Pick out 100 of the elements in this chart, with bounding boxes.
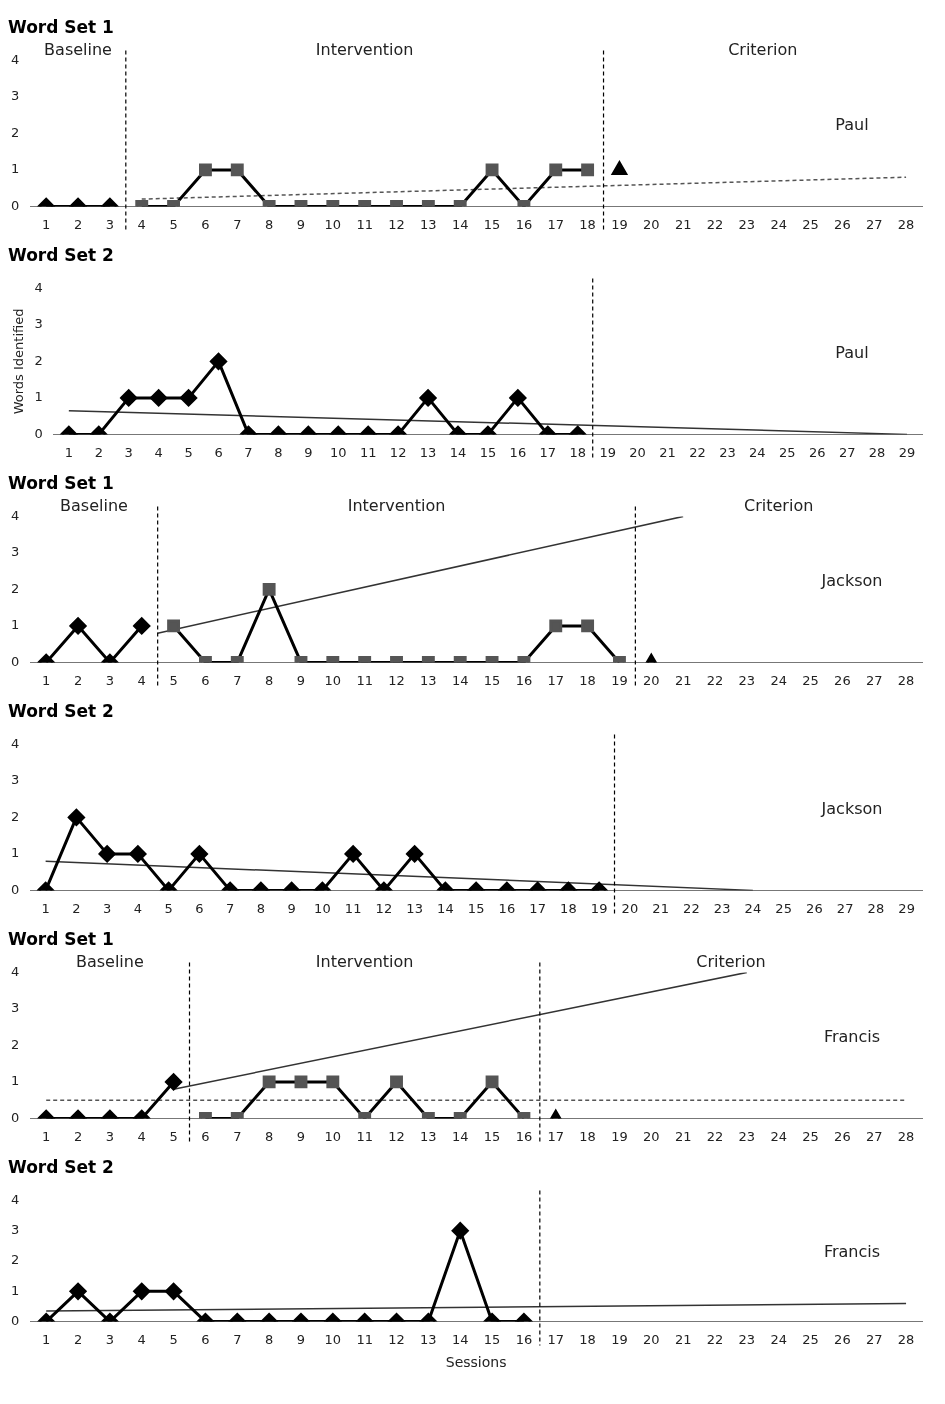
x-tick-label: 22	[706, 1128, 724, 1144]
x-tick-label: 7	[233, 216, 242, 232]
x-tick-label: 4	[133, 900, 143, 916]
y-tick-label: 2	[10, 808, 20, 824]
annotation: Francis	[823, 1026, 881, 1046]
y-tick-label: 1	[10, 1073, 20, 1089]
x-tick-label: 4	[137, 672, 146, 688]
x-tick-label: 28	[897, 1128, 915, 1144]
x-tick-label: 14	[451, 216, 469, 232]
x-tick-label: 24	[770, 1128, 787, 1144]
x-tick-label: 26	[834, 672, 851, 688]
x-tick-label: 22	[706, 216, 724, 232]
y-tick-label: 3	[10, 1222, 20, 1238]
y-tick-label: 0	[10, 197, 20, 213]
x-tick-label: 11	[356, 1128, 373, 1144]
x-tick-label: 17	[529, 900, 546, 916]
point	[165, 1282, 183, 1300]
x-tick-label: 12	[375, 900, 393, 916]
x-tick-label: 2	[73, 216, 83, 232]
x-tick-label: 20	[621, 900, 639, 916]
x-tick-label: 23	[738, 1331, 756, 1347]
x-tick-label: 18	[579, 216, 596, 232]
annotation: Francis	[823, 1242, 881, 1262]
x-tick-label: 2	[73, 1331, 83, 1347]
x-tick-label: 19	[590, 900, 608, 916]
x-tick-label: 13	[406, 900, 423, 916]
x-tick-label: 22	[683, 900, 700, 916]
x-tick-label: 28	[897, 216, 915, 232]
x-tick-label: 14	[451, 672, 469, 688]
y-tick-label: 1	[10, 845, 20, 861]
x-tick-label: 5	[169, 216, 178, 232]
x-tick-label: 13	[419, 444, 437, 460]
x-tick-label: 24	[744, 900, 762, 916]
x-tick-label: 6	[201, 1331, 210, 1347]
annotation: Jackson	[820, 798, 883, 818]
y-tick-label: 3	[10, 544, 20, 560]
x-tick-label: 11	[356, 1331, 373, 1347]
y-tick-label: 4	[10, 963, 20, 979]
y-tick-label: 4	[34, 279, 43, 295]
x-tick-label: 19	[599, 444, 616, 460]
y-tick-label: 1	[10, 161, 20, 177]
x-tick-label: 20	[629, 444, 646, 460]
x-tick-label: 23	[719, 444, 736, 460]
x-tick-label: 26	[808, 444, 826, 460]
x-tick-label: 27	[865, 1331, 883, 1347]
x-tick-label: 12	[388, 672, 405, 688]
x-tick-label: 22	[706, 672, 724, 688]
y-tick-label: 4	[10, 507, 20, 523]
x-tick-label: 17	[547, 672, 565, 688]
x-tick-label: 15	[479, 444, 497, 460]
x-tick-label: 12	[388, 1128, 405, 1144]
x-tick-label: 18	[569, 444, 587, 460]
x-tick-label: 9	[296, 672, 306, 688]
annotation: Paul	[835, 342, 869, 362]
x-tick-label: 23	[738, 216, 756, 232]
point	[133, 1282, 151, 1300]
x-tick-label: 3	[103, 900, 112, 916]
x-tick-label: 16	[515, 1331, 533, 1347]
x-tick-label: 16	[515, 672, 533, 688]
text: Criterion	[728, 39, 798, 59]
x-tick-label: 15	[467, 900, 485, 916]
x-tick-label: 9	[304, 444, 313, 460]
y-tick-label: 3	[10, 1000, 20, 1016]
x-tick-label: 26	[834, 1128, 851, 1144]
y-tick-label: 3	[34, 316, 43, 332]
x-tick-label: 16	[509, 444, 527, 460]
x-tick-label: 2	[72, 900, 81, 916]
x-tick-label: 25	[802, 216, 819, 232]
point	[69, 1282, 87, 1300]
x-tick-label: 8	[264, 672, 274, 688]
x-tick-label: 5	[169, 672, 178, 688]
x-tick-label: 2	[94, 444, 103, 460]
x-tick-label: 9	[296, 1128, 306, 1144]
x-tick-label: 6	[201, 216, 210, 232]
x-tick-label: 17	[547, 1331, 565, 1347]
x-tick-label: 16	[515, 1128, 533, 1144]
x-tick-label: 14	[449, 444, 467, 460]
x-tick-label: 9	[296, 1331, 306, 1347]
text: Intervention	[315, 951, 414, 971]
x-tick-label: 10	[324, 216, 342, 232]
x-tick-label: 24	[770, 672, 787, 688]
y-tick-label: 2	[10, 580, 20, 596]
x-tick-label: 2	[73, 1128, 83, 1144]
chart-title: Word Set 1	[8, 16, 114, 37]
x-tick-label: 8	[256, 900, 266, 916]
x-tick-label: 6	[195, 900, 204, 916]
x-tick-label: 23	[738, 1128, 756, 1144]
x-tick-label: 15	[483, 216, 501, 232]
x-tick-label: 15	[483, 672, 501, 688]
x-tick-label: 19	[611, 216, 628, 232]
chart-title: Word Set 1	[8, 472, 114, 493]
x-tick-label: 10	[329, 444, 347, 460]
x-tick-label: 3	[105, 672, 115, 688]
y-tick-label: 2	[34, 352, 43, 368]
x-tick-label: 27	[865, 1128, 883, 1144]
x-tick-label: 20	[643, 1331, 660, 1347]
text: Baseline	[75, 951, 144, 971]
x-tick-label: 8	[264, 1128, 274, 1144]
y-tick-label: 4	[10, 735, 20, 751]
x-tick-label: 8	[264, 1331, 274, 1347]
